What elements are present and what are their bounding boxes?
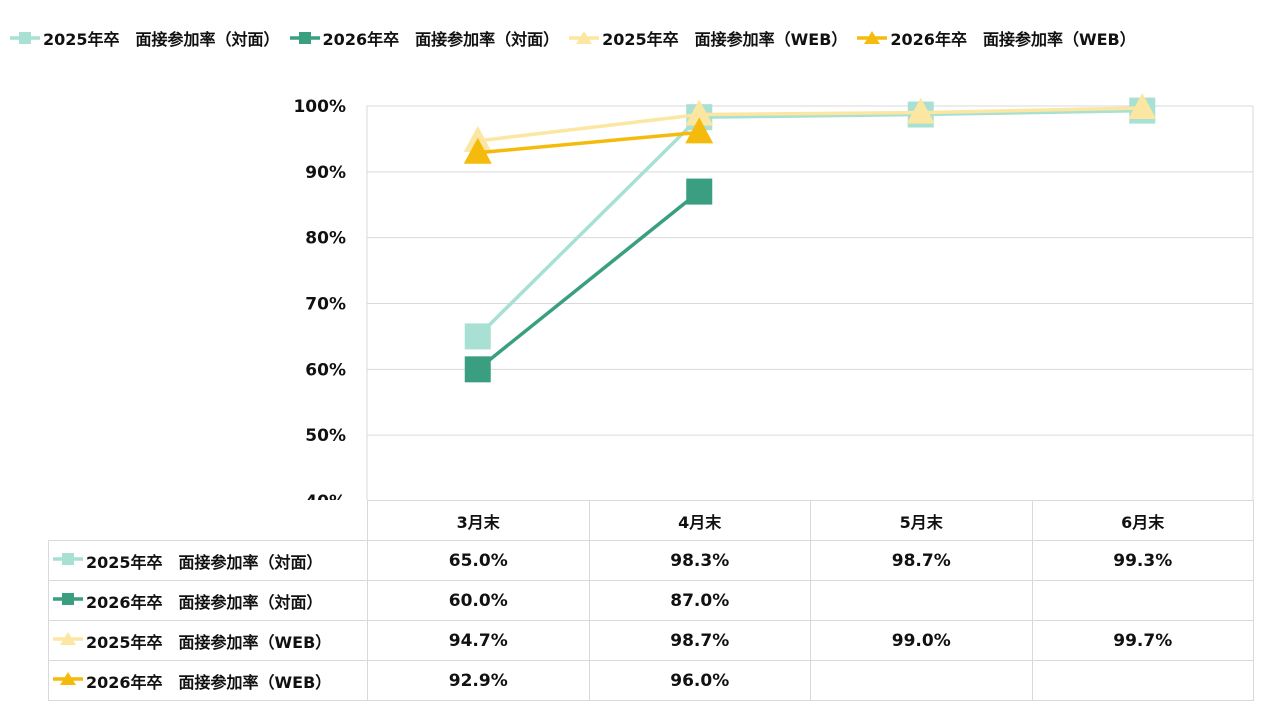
data-label: 92.9% bbox=[367, 660, 590, 701]
x-category-label: 3月末 bbox=[367, 500, 590, 541]
x-category-label: 4月末 bbox=[588, 500, 811, 541]
data-label: 99.7% bbox=[1031, 620, 1254, 661]
series-line bbox=[476, 108, 1143, 338]
y-tick-label: 70% bbox=[305, 295, 346, 315]
data-label bbox=[1031, 580, 1254, 621]
data-label: 98.3% bbox=[588, 540, 811, 581]
plot-area bbox=[366, 105, 1254, 500]
y-tick-label: 100% bbox=[293, 97, 346, 117]
legend-item: 2026年卒 面接参加率（対面） bbox=[289, 26, 560, 50]
series-line bbox=[476, 190, 701, 371]
y-tick-label: 90% bbox=[305, 163, 346, 183]
data-label: 96.0% bbox=[588, 660, 811, 701]
data-label: 87.0% bbox=[588, 580, 811, 621]
triangle-icon bbox=[569, 30, 600, 46]
data-point bbox=[686, 178, 713, 205]
data-point bbox=[685, 117, 714, 144]
series-row-label: 2025年卒 面接参加率（WEB） bbox=[48, 620, 368, 661]
x-category-label: 5月末 bbox=[810, 500, 1033, 541]
data-point bbox=[1128, 92, 1157, 119]
y-tick-label: 60% bbox=[305, 360, 346, 380]
chart-legend: 2025年卒 面接参加率（対面） 2026年卒 面接参加率（対面） 2025年卒 面… bbox=[10, 26, 1136, 50]
legend-label: 2026年卒 面接参加率（WEB） bbox=[890, 30, 1136, 49]
series-line bbox=[477, 106, 1143, 143]
series-name: 2026年卒 面接参加率（対面） bbox=[86, 592, 323, 612]
series-line bbox=[477, 130, 700, 155]
data-table: 3月末 4月末 5月末 6月末 2025年卒 面接参加率（対面） 65.0% 98.3% 98… bbox=[48, 500, 1254, 701]
legend-item: 2026年卒 面接参加率（WEB） bbox=[857, 26, 1136, 50]
data-label: 99.0% bbox=[810, 620, 1033, 661]
line-chart: 40% 50% 60% 70% 80% 90% 100% bbox=[293, 92, 1254, 500]
legend-item: 2025年卒 面接参加率（WEB） bbox=[569, 26, 847, 50]
square-icon bbox=[53, 591, 83, 611]
data-label: 98.7% bbox=[810, 540, 1033, 581]
data-point bbox=[463, 137, 492, 164]
data-label: 60.0% bbox=[367, 580, 590, 621]
table-row: 2026年卒 面接参加率（対面） 60.0% 87.0% bbox=[48, 580, 1254, 621]
data-label: 99.3% bbox=[1031, 540, 1254, 581]
legend-item: 2025年卒 面接参加率（対面） bbox=[10, 26, 280, 50]
data-label bbox=[810, 660, 1033, 701]
data-point bbox=[464, 323, 491, 350]
table-row: 2025年卒 面接参加率（対面） 65.0% 98.3% 98.7% 99.3% bbox=[48, 540, 1254, 581]
x-category-label: 6月末 bbox=[1031, 500, 1254, 541]
table-corner bbox=[49, 501, 368, 541]
legend-label: 2026年卒 面接参加率（対面） bbox=[322, 30, 560, 49]
table-row: 2025年卒 面接参加率（WEB） 94.7% 98.7% 99.0% 99.7% bbox=[48, 620, 1254, 661]
data-label: 98.7% bbox=[588, 620, 811, 661]
data-point bbox=[685, 99, 714, 126]
data-point bbox=[464, 356, 491, 383]
square-icon bbox=[289, 30, 320, 46]
data-label bbox=[810, 580, 1033, 621]
y-tick-label: 40% bbox=[305, 492, 346, 500]
series-name: 2025年卒 面接参加率（対面） bbox=[86, 552, 323, 572]
series-row-label: 2025年卒 面接参加率（対面） bbox=[48, 540, 368, 581]
series-name: 2025年卒 面接参加率（WEB） bbox=[86, 632, 332, 652]
square-icon bbox=[53, 551, 83, 571]
triangle-icon bbox=[857, 30, 888, 46]
data-label: 65.0% bbox=[367, 540, 590, 581]
triangle-icon bbox=[53, 671, 83, 691]
y-tick-label: 80% bbox=[305, 229, 346, 249]
legend-label: 2025年卒 面接参加率（対面） bbox=[43, 30, 280, 49]
y-tick-label: 50% bbox=[305, 426, 346, 446]
table-row: 2026年卒 面接参加率（WEB） 92.9% 96.0% bbox=[48, 660, 1254, 701]
series-name: 2026年卒 面接参加率（WEB） bbox=[86, 672, 332, 692]
square-icon bbox=[10, 30, 40, 46]
data-point bbox=[906, 97, 935, 124]
series-row-label: 2026年卒 面接参加率（対面） bbox=[48, 580, 368, 621]
triangle-icon bbox=[53, 631, 83, 651]
series-row-label: 2026年卒 面接参加率（WEB） bbox=[48, 660, 368, 701]
legend-label: 2025年卒 面接参加率（WEB） bbox=[602, 30, 848, 49]
data-label: 94.7% bbox=[367, 620, 590, 661]
data-label bbox=[1031, 660, 1254, 701]
